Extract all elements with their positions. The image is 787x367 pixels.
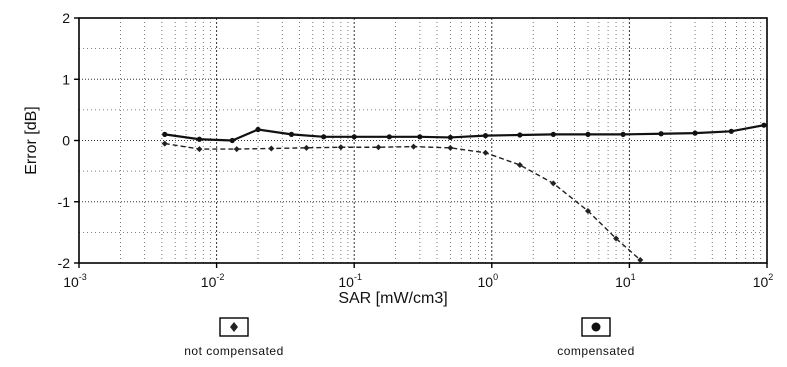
data-point [288, 131, 295, 137]
data-point [585, 131, 591, 137]
legend-marker [230, 322, 238, 332]
legend-label: compensated [557, 344, 635, 358]
data-point [482, 149, 489, 156]
series-line [164, 124, 765, 142]
legend-item: compensated [557, 317, 635, 358]
x-tick-label: 101 [615, 272, 636, 290]
data-point [351, 134, 357, 140]
data-point [517, 132, 523, 138]
data-point [386, 134, 392, 140]
grid-lines [78, 17, 768, 264]
data-point [658, 131, 664, 137]
y-tick-label: -1 [58, 194, 71, 210]
data-point [161, 140, 168, 147]
x-axis-ticks: 10-3 10-2 10-1 100 101 102 [63, 263, 773, 290]
x-tick-label: 10-3 [63, 272, 87, 290]
x-tick-label: 10-1 [338, 272, 362, 290]
data-point [550, 180, 557, 187]
data-point [613, 235, 620, 242]
data-point [550, 131, 556, 137]
y-tick-label: -2 [58, 255, 71, 271]
data-point [375, 144, 382, 151]
x-tick-label: 100 [478, 272, 499, 290]
data-point [255, 126, 261, 133]
data-point [196, 146, 203, 153]
data-point [761, 122, 767, 128]
y-tick-label: 0 [62, 133, 70, 149]
y-tick-label: 1 [62, 71, 70, 87]
data-point [447, 144, 454, 151]
data-point [321, 134, 327, 140]
data-point [728, 128, 734, 134]
data-point [637, 256, 644, 263]
data-point [229, 137, 235, 144]
data-point [233, 146, 240, 153]
data-point [268, 145, 275, 152]
x-tick-label: 102 [753, 272, 774, 290]
legend-label: not compensated [184, 344, 284, 358]
data-point [417, 134, 423, 140]
data-point [447, 134, 453, 141]
data-point [620, 131, 626, 137]
y-axis-ticks: 2 1 0 -1 -2 [58, 10, 79, 271]
x-axis-label: SAR [mW/cm3] [338, 290, 447, 307]
data-point [162, 131, 168, 137]
y-tick-label: 2 [62, 10, 70, 26]
data-point [482, 133, 489, 139]
series-layer [161, 122, 767, 263]
data-point [410, 143, 417, 150]
series-not-compensated [161, 140, 644, 263]
legend: not compensated compensated [184, 317, 635, 358]
data-point [692, 130, 698, 136]
y-axis-label: Error [dB] [23, 106, 40, 174]
plot-frame [78, 17, 768, 264]
data-point [337, 144, 344, 151]
legend-item: not compensated [184, 317, 284, 358]
x-tick-label: 10-2 [201, 272, 225, 290]
legend-marker [591, 322, 601, 332]
data-point [584, 207, 591, 214]
data-point [303, 144, 310, 151]
data-point [196, 136, 203, 142]
data-point [516, 162, 523, 168]
series-compensated [162, 122, 767, 144]
